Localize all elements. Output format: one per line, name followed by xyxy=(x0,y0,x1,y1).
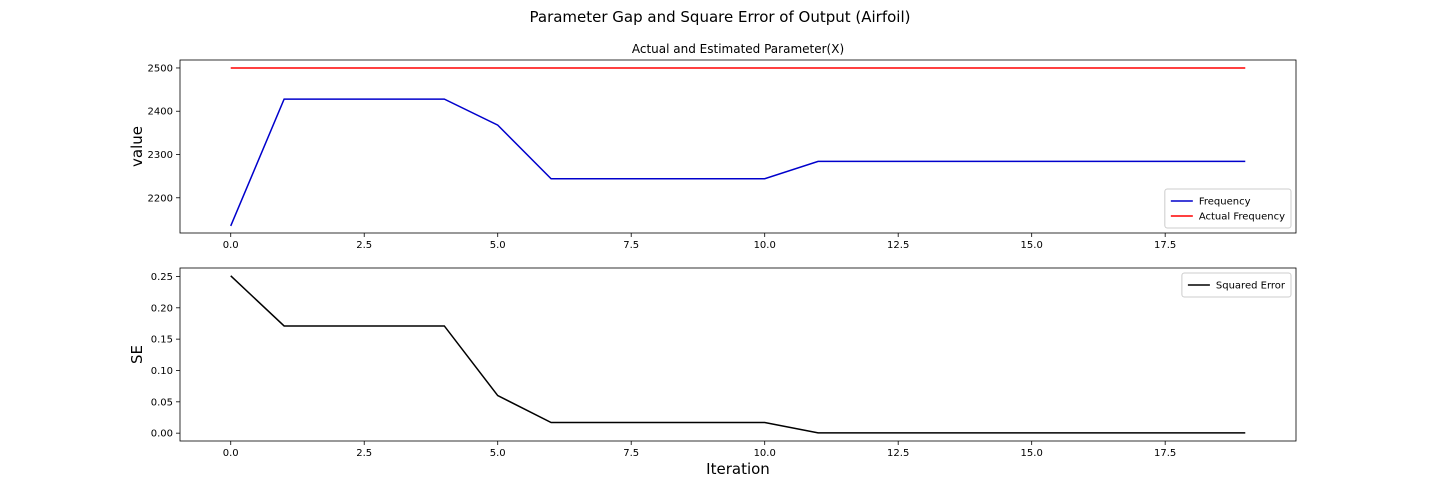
y-tick-label: 2300 xyxy=(148,150,173,161)
x-tick-label: 0.0 xyxy=(223,448,239,459)
y-tick-label: 0.15 xyxy=(151,335,173,346)
legend-label: Squared Error xyxy=(1216,281,1286,292)
x-tick-label: 12.5 xyxy=(887,448,909,459)
series-line-frequency xyxy=(230,98,1246,227)
y-axis-label: SE xyxy=(128,345,146,364)
y-tick-label: 2400 xyxy=(148,107,173,118)
series-line-squared-error xyxy=(230,275,1246,434)
legend: Squared Error xyxy=(1181,272,1292,298)
legend-label: Actual Frequency xyxy=(1199,212,1285,223)
axes-frame xyxy=(179,267,1297,442)
x-tick-label: 7.5 xyxy=(623,240,639,251)
x-tick-label: 10.0 xyxy=(754,448,776,459)
subplot-title: Actual and Estimated Parameter(X) xyxy=(632,42,844,56)
x-tick-label: 15.0 xyxy=(1021,240,1043,251)
y-tick-label: 0.20 xyxy=(151,303,173,314)
y-tick-label: 0.25 xyxy=(151,272,173,283)
x-tick-label: 17.5 xyxy=(1154,240,1176,251)
y-tick-label: 0.05 xyxy=(151,397,173,408)
x-tick-label: 10.0 xyxy=(754,240,776,251)
x-tick-label: 5.0 xyxy=(490,448,506,459)
x-axis-label: Iteration xyxy=(706,460,770,478)
axes-frame xyxy=(179,59,1297,234)
subplot-squared-error: 0.0 2.5 5.0 7.5 10.0 12.5 15.0 17.5 0.00 0.05 0.10… xyxy=(128,267,1297,478)
subplot-parameter: Actual and Estimated Parameter(X) 0.0 2.5 5… xyxy=(128,42,1297,251)
x-tick-label: 0.0 xyxy=(223,240,239,251)
legend-label: Frequency xyxy=(1199,197,1251,208)
x-tick-label: 17.5 xyxy=(1154,448,1176,459)
y-tick-label: 2200 xyxy=(148,193,173,204)
x-tick-label: 15.0 xyxy=(1021,448,1043,459)
y-tick-label: 2500 xyxy=(148,63,173,74)
y-tick-label: 0.00 xyxy=(151,429,173,440)
x-tick-label: 7.5 xyxy=(623,448,639,459)
legend-box xyxy=(1181,272,1292,298)
y-tick-label: 0.10 xyxy=(151,366,173,377)
x-tick-label: 5.0 xyxy=(490,240,506,251)
x-tick-label: 12.5 xyxy=(887,240,909,251)
y-axis-label: value xyxy=(128,126,146,167)
x-tick-label: 2.5 xyxy=(356,240,372,251)
figure-title: Parameter Gap and Square Error of Output… xyxy=(530,8,911,26)
legend: Frequency Actual Frequency xyxy=(1164,188,1292,229)
x-tick-label: 2.5 xyxy=(356,448,372,459)
legend-box xyxy=(1164,188,1292,229)
